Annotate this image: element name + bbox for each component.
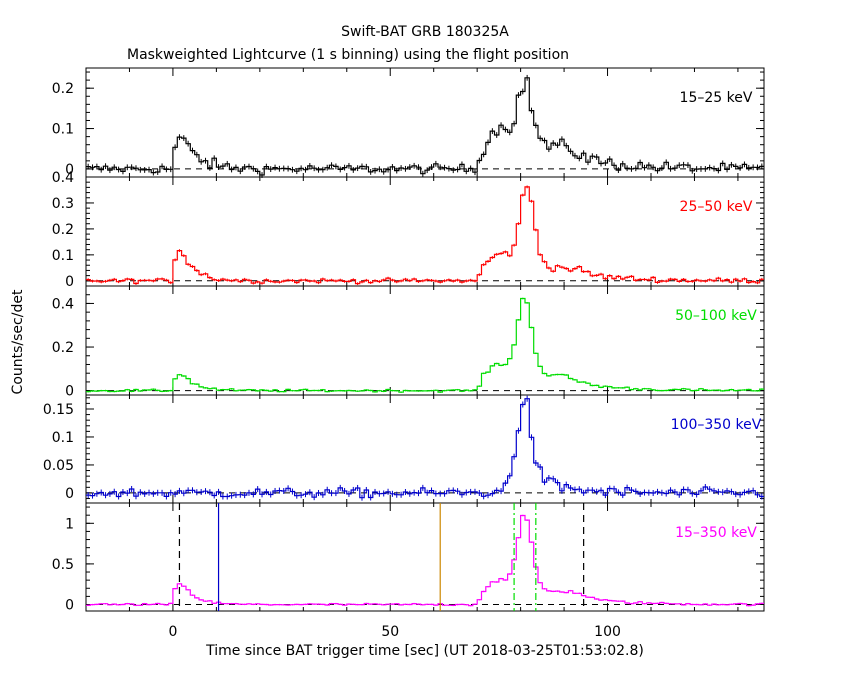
panel-frame: [85, 502, 765, 612]
y-tick-label: 0.5: [52, 557, 74, 573]
y-axis-label: Counts/sec/det: [10, 289, 26, 394]
y-tick-label: 0: [65, 486, 74, 502]
panel-frame: [85, 394, 765, 504]
y-tick-label: 0.1: [52, 248, 74, 264]
chart-title: Swift-BAT GRB 180325A: [341, 24, 509, 40]
series-line: [86, 398, 764, 499]
panel-frame: [85, 176, 765, 287]
y-tick-label: 0.4: [52, 296, 74, 312]
band-label: 15–25 keV: [680, 90, 753, 106]
y-tick-label: 0.15: [43, 402, 74, 418]
y-tick-label: 0.2: [52, 340, 74, 356]
y-tick-label: 0.05: [43, 458, 74, 474]
series-line: [86, 77, 764, 176]
x-tick-label: 100: [594, 624, 621, 640]
chart-subtitle: Maskweighted Lightcurve (1 s binning) us…: [127, 47, 569, 63]
band-label: 50–100 keV: [675, 308, 757, 324]
panel-3: 0 0.2 0.4 50–100 keV: [52, 285, 765, 400]
y-tick-label: 0.1: [52, 430, 74, 446]
x-tick-label: 50: [381, 624, 399, 640]
y-tick-label: 1: [65, 516, 74, 532]
y-tick-label: 0: [65, 274, 74, 290]
y-tick-label: 0.2: [52, 81, 74, 97]
band-label: 15–350 keV: [675, 525, 757, 541]
panel-4: 0 0.05 0.1 0.15 100–350 keV: [43, 394, 765, 504]
series-line: [86, 297, 764, 393]
y-tick-label: 0.3: [52, 196, 74, 212]
band-label: 25–50 keV: [680, 199, 753, 215]
series-line: [86, 186, 764, 285]
y-tick-label: 0: [65, 598, 74, 614]
panel-1: 0 0.1 0.2 15–25 keV: [52, 67, 765, 178]
y-tick-label: 0: [65, 162, 74, 178]
panel-frame: [85, 67, 765, 178]
series-line: [86, 514, 764, 607]
panel-5: 0 0.5 1 15–350 keV 0 50 100: [52, 502, 765, 640]
y-tick-label: 0.1: [52, 122, 74, 138]
panel-2: 0 0.1 0.2 0.3 0.4 25–50 keV: [52, 170, 765, 290]
y-tick-label: 0.4: [52, 170, 74, 186]
y-tick-label: 0: [65, 384, 74, 400]
y-tick-label: 0.2: [52, 222, 74, 238]
band-label: 100–350 keV: [671, 417, 762, 433]
x-axis-label: Time since BAT trigger time [sec] (UT 20…: [205, 643, 644, 659]
x-tick-label: 0: [168, 624, 177, 640]
